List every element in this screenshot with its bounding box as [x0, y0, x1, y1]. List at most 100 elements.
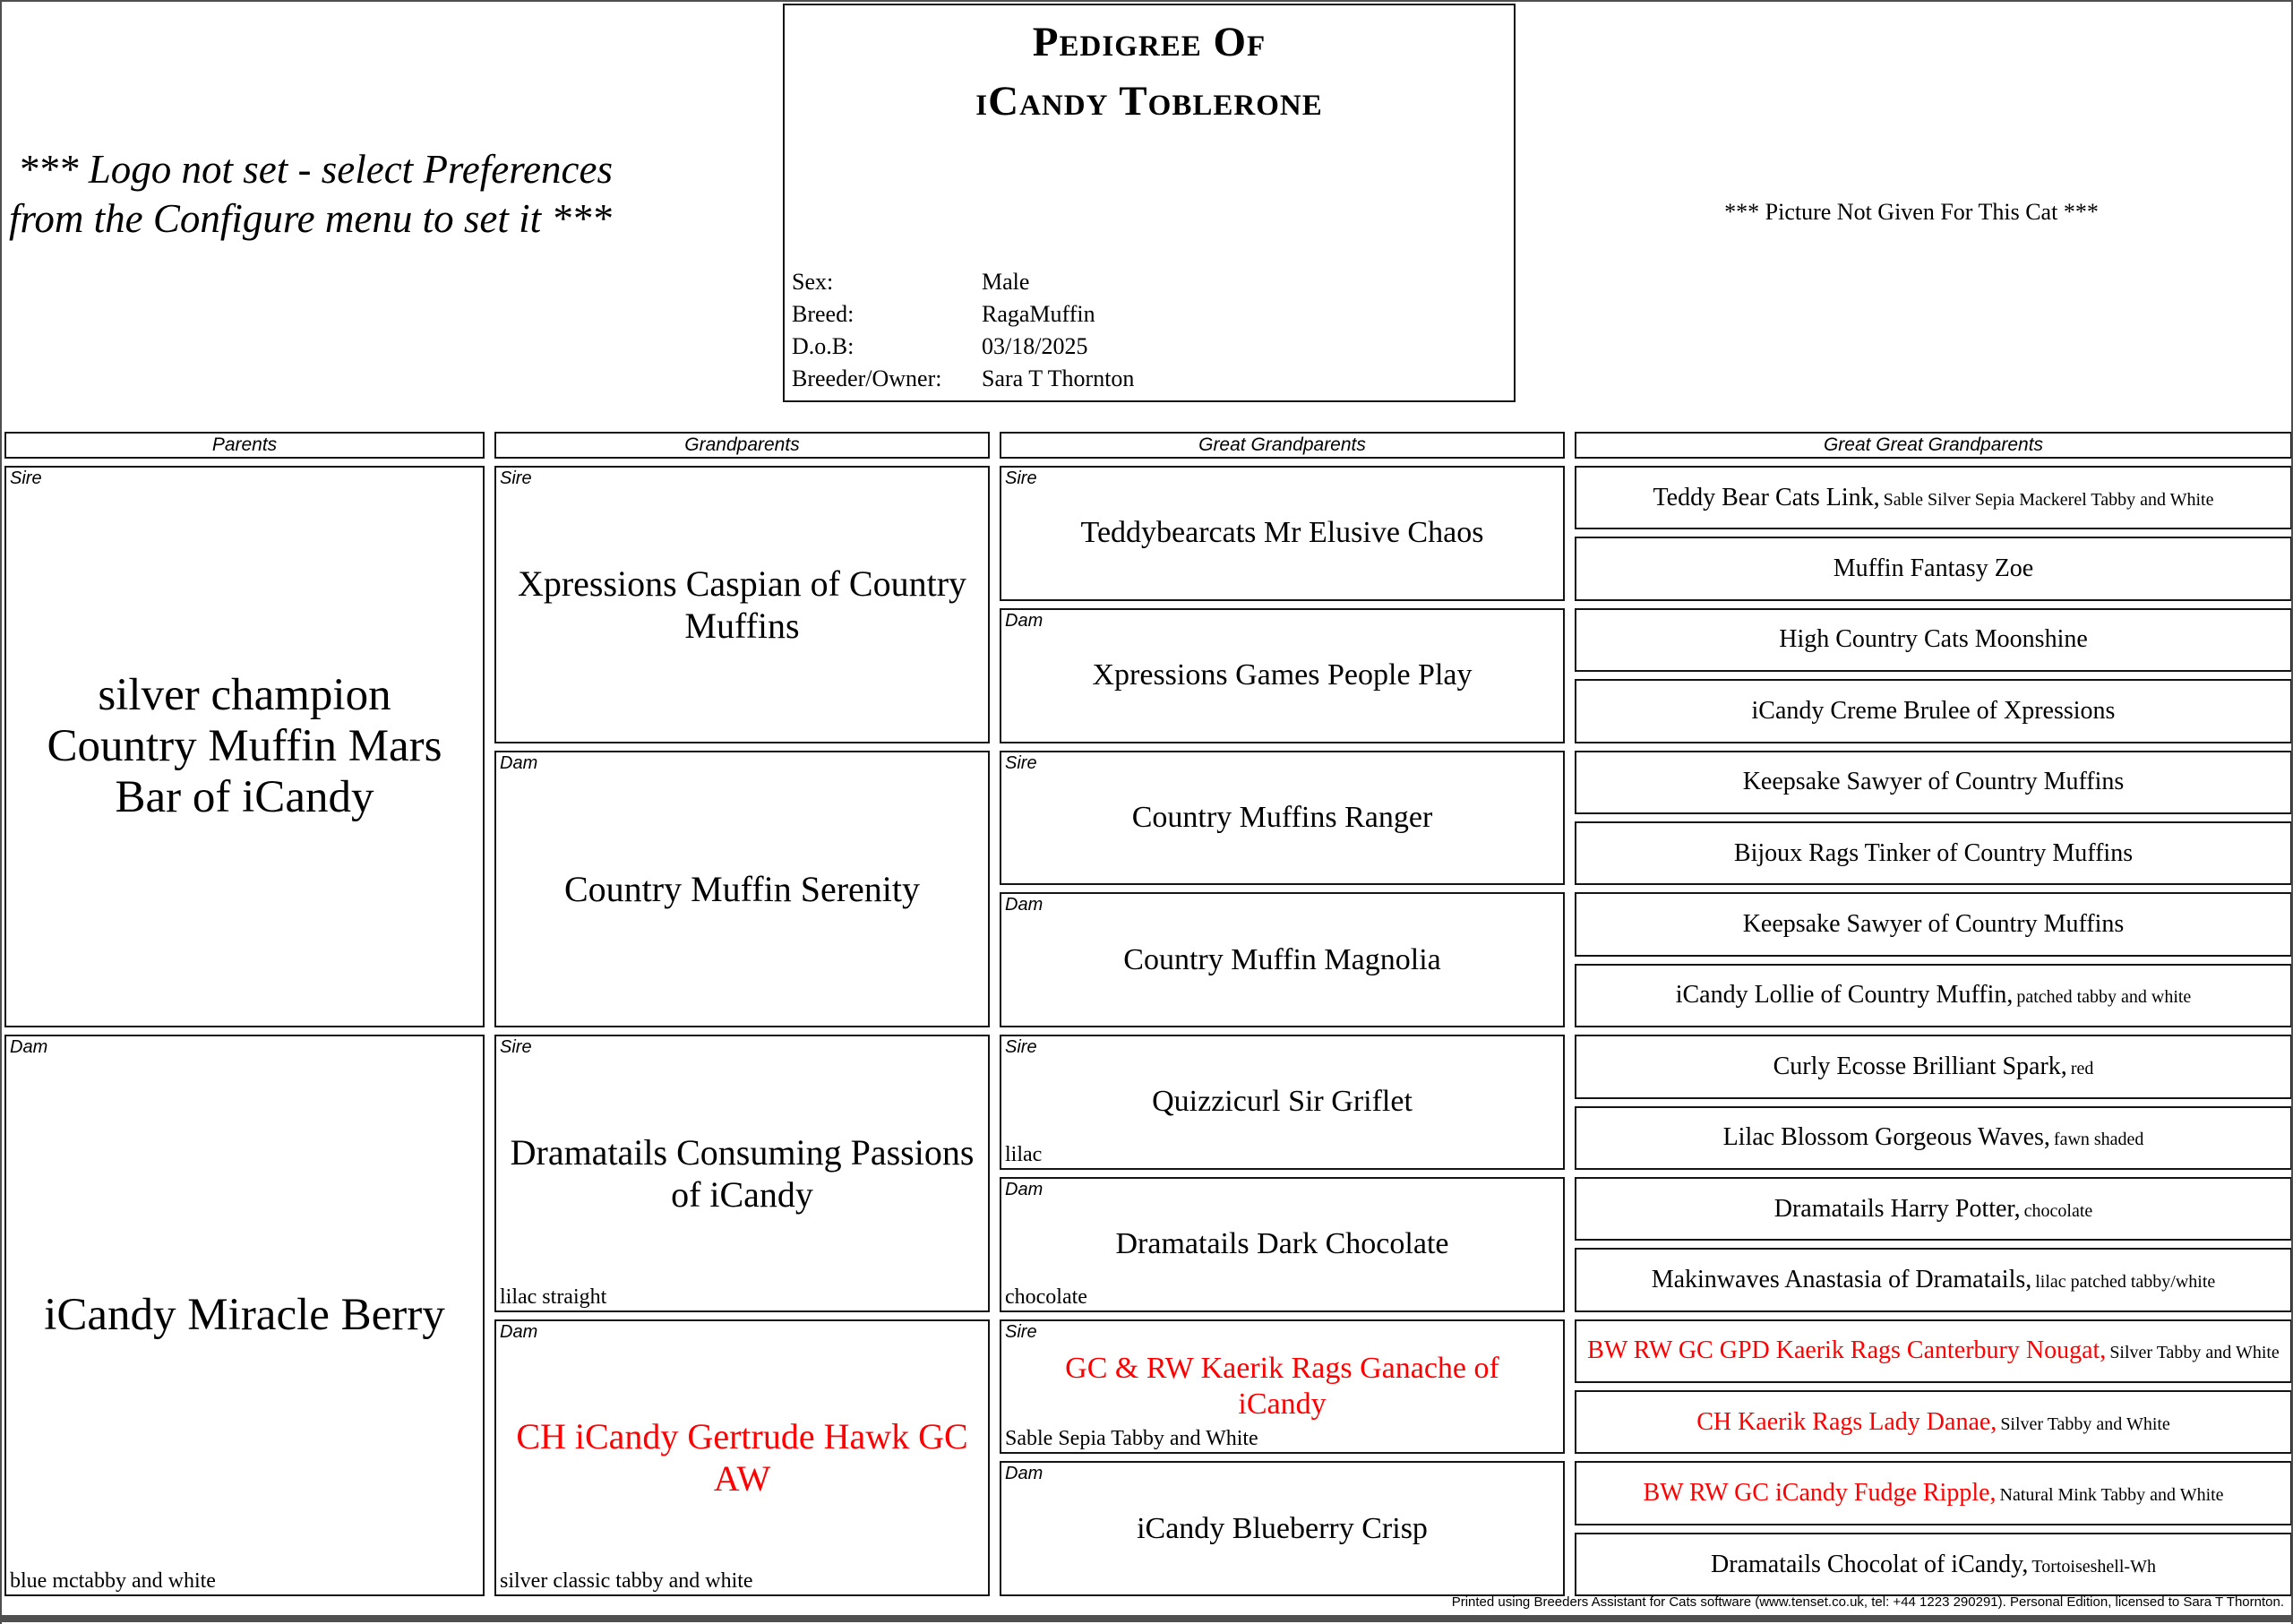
- cat-name-line: CH Kaerik Rags Lady Danae, Silver Tabby …: [1695, 1408, 2172, 1437]
- cat-name: Quizzicurl Sir Griflet: [1152, 1085, 1413, 1119]
- detail-value: 03/18/2025: [982, 333, 1088, 359]
- pedigree-box-great-grandparents-6: Dam Dramatails Dark Chocolate chocolate: [1000, 1176, 1565, 1312]
- pedigree-title-line2: iCandy Toblerone: [975, 78, 1323, 125]
- relation-label: Sire: [1005, 1037, 1037, 1058]
- relation-label: Dam: [10, 1037, 48, 1058]
- detail-row-breeder-owner: Breeder/Owner: Sara T Thornton: [792, 363, 1507, 395]
- cat-name: iCandy Creme Brulee of Xpressions: [1751, 696, 2116, 725]
- pedigree-box-grandparents-1: Sire Xpressions Caspian of Country Muffin…: [494, 466, 990, 743]
- cat-name: Dramatails Harry Potter,: [1773, 1194, 2021, 1223]
- detail-row-sex: Sex: Male: [792, 266, 1507, 298]
- cat-name: Teddybearcats Mr Elusive Chaos: [1080, 516, 1484, 550]
- column-header-parents: Parents: [4, 432, 485, 459]
- pedigree-box-great-great-grandparents-10: Lilac Blossom Gorgeous Waves, fawn shade…: [1575, 1105, 2291, 1170]
- column-header-great-great-grandparents: Great Great Grandparents: [1575, 432, 2291, 459]
- cat-name: Makinwaves Anastasia of Dramatails,: [1651, 1265, 2032, 1293]
- relation-label: Sire: [500, 468, 532, 488]
- relation-label: Sire: [1005, 752, 1037, 773]
- cat-colour-detail: Sable Silver Sepia Mackerel Tabby and Wh…: [1883, 489, 2214, 510]
- pedigree-box-great-great-grandparents-7: Keepsake Sawyer of Country Muffins: [1575, 892, 2291, 957]
- cat-name: Keepsake Sawyer of Country Muffins: [1742, 910, 2125, 939]
- cat-name: Dramatails Dark Chocolate: [1115, 1227, 1449, 1261]
- detail-row-dob: D.o.B: 03/18/2025: [792, 331, 1507, 363]
- pedigree-box-parents-1: Sire silver champion Country Muffin Mars …: [4, 466, 485, 1028]
- relation-label: Dam: [1005, 1179, 1043, 1199]
- relation-label: Sire: [1005, 468, 1037, 488]
- pedigree-box-great-great-grandparents-2: Muffin Fantasy Zoe: [1575, 537, 2291, 601]
- cat-name: Dramatails Chocolat of iCandy,: [1711, 1550, 2029, 1578]
- pedigree-box-great-great-grandparents-8: iCandy Lollie of Country Muffin, patched…: [1575, 963, 2291, 1028]
- cat-name: BW RW GC GPD Kaerik Rags Canterbury Noug…: [1587, 1336, 2107, 1365]
- cat-colour-detail: Silver Tabby and White: [2109, 1343, 2280, 1363]
- pedigree-box-great-great-grandparents-11: Dramatails Harry Potter, chocolate: [1575, 1176, 2291, 1242]
- pedigree-box-great-great-grandparents-4: iCandy Creme Brulee of Xpressions: [1575, 679, 2291, 743]
- cat-name-line: High Country Cats Moonshine: [1777, 625, 2090, 654]
- cat-name: BW RW GC iCandy Fudge Ripple,: [1643, 1479, 1997, 1508]
- cat-colour-note: silver classic tabby and white: [500, 1569, 753, 1594]
- title-box: Pedigree Of iCandy Toblerone Sex: Male B…: [783, 4, 1516, 402]
- cat-name: Dramatails Consuming Passions of iCandy: [510, 1131, 975, 1215]
- column-header-grandparents: Grandparents: [494, 432, 990, 459]
- cat-name: High Country Cats Moonshine: [1779, 625, 2088, 654]
- cat-name-line: Dramatails Harry Potter, chocolate: [1773, 1195, 2095, 1224]
- cat-name: CH Kaerik Rags Lady Danae,: [1696, 1407, 1997, 1436]
- pedigree-box-grandparents-3: Sire Dramatails Consuming Passions of iCa…: [494, 1035, 990, 1312]
- cat-name: Country Muffin Magnolia: [1123, 942, 1441, 976]
- relation-label: Dam: [1005, 895, 1043, 915]
- pedigree-box-great-great-grandparents-9: Curly Ecosse Brilliant Spark, red: [1575, 1035, 2291, 1099]
- cat-name-line: Muffin Fantasy Zoe: [1832, 554, 2035, 583]
- detail-label: D.o.B:: [792, 333, 855, 359]
- cat-colour-detail: lilac patched tabby/white: [2035, 1271, 2216, 1292]
- cat-name-line: Lilac Blossom Gorgeous Waves, fawn shade…: [1722, 1123, 2146, 1152]
- cat-name-line: Teddy Bear Cats Link, Sable Silver Sepia…: [1652, 484, 2216, 512]
- page-bottom-bar: [2, 1615, 2291, 1622]
- pedigree-box-great-great-grandparents-15: BW RW GC iCandy Fudge Ripple, Natural Mi…: [1575, 1461, 2291, 1525]
- relation-label: Dam: [500, 752, 538, 773]
- relation-label: Dam: [500, 1321, 538, 1342]
- cat-name: Xpressions Games People Play: [1092, 658, 1473, 692]
- pedigree-box-great-great-grandparents-1: Teddy Bear Cats Link, Sable Silver Sepia…: [1575, 466, 2291, 530]
- cat-colour-note: lilac straight: [500, 1285, 607, 1309]
- cat-name-line: Keepsake Sawyer of Country Muffins: [1741, 768, 2126, 796]
- cat-details: Sex: Male Breed: RagaMuffin D.o.B: 03/18…: [792, 266, 1507, 395]
- pedigree-box-great-grandparents-4: Dam Country Muffin Magnolia: [1000, 892, 1565, 1028]
- cat-name: iCandy Lollie of Country Muffin,: [1675, 981, 2014, 1010]
- pedigree-tree: Parents Grandparents Great Grandparents …: [4, 432, 2291, 1597]
- detail-label: Sex:: [792, 269, 834, 295]
- cat-name: Keepsake Sawyer of Country Muffins: [1742, 768, 2125, 796]
- cat-name: iCandy Blueberry Crisp: [1137, 1511, 1428, 1545]
- column-header-great-grandparents: Great Grandparents: [1000, 432, 1565, 459]
- cat-name: Muffin Fantasy Zoe: [1833, 554, 2034, 583]
- cat-name-line: Dramatails Chocolat of iCandy, Tortoises…: [1709, 1551, 2158, 1579]
- relation-label: Dam: [1005, 610, 1043, 631]
- cat-name: Curly Ecosse Brilliant Spark,: [1773, 1052, 2067, 1080]
- pedigree-box-great-grandparents-3: Sire Country Muffins Ranger: [1000, 750, 1565, 886]
- pedigree-box-great-great-grandparents-6: Bijoux Rags Tinker of Country Muffins: [1575, 821, 2291, 886]
- cat-name: Country Muffins Ranger: [1131, 800, 1433, 834]
- pedigree-box-great-grandparents-8: Dam iCandy Blueberry Crisp: [1000, 1461, 1565, 1597]
- pedigree-box-great-great-grandparents-3: High Country Cats Moonshine: [1575, 607, 2291, 673]
- pedigree-box-great-great-grandparents-5: Keepsake Sawyer of Country Muffins: [1575, 750, 2291, 814]
- pedigree-box-grandparents-2: Dam Country Muffin Serenity: [494, 750, 990, 1028]
- detail-value: RagaMuffin: [982, 301, 1095, 327]
- cat-name-line: Keepsake Sawyer of Country Muffins: [1741, 910, 2126, 939]
- pedigree-box-great-great-grandparents-13: BW RW GC GPD Kaerik Rags Canterbury Noug…: [1575, 1319, 2291, 1384]
- cat-name-line: BW RW GC GPD Kaerik Rags Canterbury Noug…: [1585, 1336, 2281, 1365]
- relation-label: Sire: [500, 1037, 532, 1058]
- cat-colour-detail: chocolate: [2023, 1200, 2093, 1221]
- pedigree-box-great-grandparents-7: Sire GC & RW Kaerik Rags Ganache of iCand…: [1000, 1319, 1565, 1455]
- cat-name: Lilac Blossom Gorgeous Waves,: [1722, 1123, 2050, 1152]
- pedigree-box-great-grandparents-2: Dam Xpressions Games People Play: [1000, 607, 1565, 743]
- cat-name-line: Makinwaves Anastasia of Dramatails, lila…: [1650, 1266, 2218, 1294]
- cat-name: iCandy Miracle Berry: [44, 1290, 445, 1341]
- detail-value: Male: [982, 269, 1030, 295]
- footer-credit: Printed using Breeders Assistant for Cat…: [1451, 1594, 2284, 1610]
- cat-colour-note: blue mctabby and white: [10, 1569, 216, 1594]
- detail-label: Breeder/Owner:: [792, 365, 942, 391]
- cat-name: Bijoux Rags Tinker of Country Muffins: [1733, 838, 2134, 867]
- cat-colour-detail: patched tabby and white: [2016, 987, 2192, 1008]
- pedigree-box-grandparents-4: Dam CH iCandy Gertrude Hawk GC AW silver c…: [494, 1319, 990, 1597]
- detail-label: Breed:: [792, 301, 855, 327]
- relation-label: Sire: [10, 468, 42, 488]
